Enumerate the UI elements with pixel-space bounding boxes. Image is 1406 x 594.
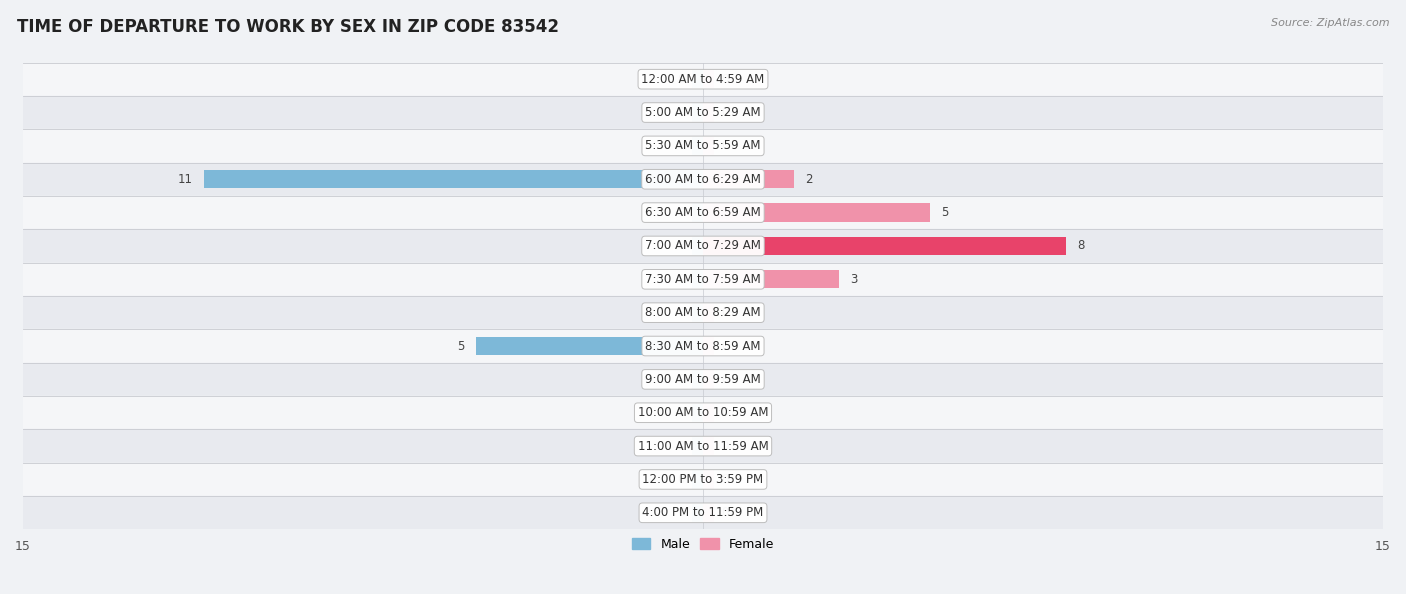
Text: 0: 0 [678, 440, 685, 453]
Bar [692, 304, 703, 322]
Text: 0: 0 [721, 506, 728, 519]
Text: 5: 5 [457, 340, 465, 352]
Text: 0: 0 [678, 140, 685, 153]
Text: 4:00 PM to 11:59 PM: 4:00 PM to 11:59 PM [643, 506, 763, 519]
Bar [692, 237, 703, 255]
Text: 0: 0 [678, 306, 685, 319]
Bar [22, 96, 1384, 129]
Bar [692, 270, 703, 289]
Text: 0: 0 [678, 206, 685, 219]
Bar [204, 170, 703, 188]
Text: 5:00 AM to 5:29 AM: 5:00 AM to 5:29 AM [645, 106, 761, 119]
Text: 5:30 AM to 5:59 AM: 5:30 AM to 5:59 AM [645, 140, 761, 153]
Bar [692, 203, 703, 222]
Text: 12:00 AM to 4:59 AM: 12:00 AM to 4:59 AM [641, 72, 765, 86]
Bar [22, 129, 1384, 163]
Bar [22, 496, 1384, 529]
Text: 8:00 AM to 8:29 AM: 8:00 AM to 8:29 AM [645, 306, 761, 319]
Legend: Male, Female: Male, Female [627, 533, 779, 556]
Text: 6:00 AM to 6:29 AM: 6:00 AM to 6:29 AM [645, 173, 761, 186]
Bar [703, 70, 714, 89]
Bar [703, 137, 714, 155]
Bar [703, 170, 793, 188]
Text: 0: 0 [678, 106, 685, 119]
Text: 7:30 AM to 7:59 AM: 7:30 AM to 7:59 AM [645, 273, 761, 286]
Text: 5: 5 [941, 206, 949, 219]
Text: Source: ZipAtlas.com: Source: ZipAtlas.com [1271, 18, 1389, 28]
Bar [703, 504, 714, 522]
Text: 0: 0 [721, 72, 728, 86]
Bar [22, 62, 1384, 96]
Bar [703, 304, 714, 322]
Text: 3: 3 [851, 273, 858, 286]
Bar [22, 296, 1384, 329]
Text: 0: 0 [678, 72, 685, 86]
Bar [692, 437, 703, 455]
Bar [22, 229, 1384, 263]
Text: 0: 0 [721, 373, 728, 386]
Bar [22, 363, 1384, 396]
Bar [22, 463, 1384, 496]
Text: 11:00 AM to 11:59 AM: 11:00 AM to 11:59 AM [638, 440, 768, 453]
Text: 8:30 AM to 8:59 AM: 8:30 AM to 8:59 AM [645, 340, 761, 352]
Bar [22, 263, 1384, 296]
Bar [22, 163, 1384, 196]
Bar [703, 437, 714, 455]
Text: 0: 0 [678, 406, 685, 419]
Bar [692, 70, 703, 89]
Bar [692, 370, 703, 388]
Bar [692, 504, 703, 522]
Bar [703, 203, 929, 222]
Text: 2: 2 [806, 173, 813, 186]
Bar [692, 403, 703, 422]
Text: 0: 0 [678, 506, 685, 519]
Bar [692, 470, 703, 489]
Text: 0: 0 [721, 140, 728, 153]
Text: 9:00 AM to 9:59 AM: 9:00 AM to 9:59 AM [645, 373, 761, 386]
Text: 0: 0 [721, 406, 728, 419]
Text: 0: 0 [678, 239, 685, 252]
Bar [703, 403, 714, 422]
Text: 11: 11 [179, 173, 193, 186]
Text: 0: 0 [721, 440, 728, 453]
Bar [703, 270, 839, 289]
Text: 0: 0 [721, 473, 728, 486]
Bar [692, 137, 703, 155]
Text: 7:00 AM to 7:29 AM: 7:00 AM to 7:29 AM [645, 239, 761, 252]
Text: 0: 0 [721, 306, 728, 319]
Text: TIME OF DEPARTURE TO WORK BY SEX IN ZIP CODE 83542: TIME OF DEPARTURE TO WORK BY SEX IN ZIP … [17, 18, 558, 36]
Bar [22, 396, 1384, 429]
Bar [703, 103, 714, 122]
Bar [692, 103, 703, 122]
Text: 12:00 PM to 3:59 PM: 12:00 PM to 3:59 PM [643, 473, 763, 486]
Text: 0: 0 [678, 473, 685, 486]
Text: 0: 0 [678, 373, 685, 386]
Bar [477, 337, 703, 355]
Bar [703, 237, 1066, 255]
Text: 6:30 AM to 6:59 AM: 6:30 AM to 6:59 AM [645, 206, 761, 219]
Text: 8: 8 [1077, 239, 1084, 252]
Text: 0: 0 [721, 340, 728, 352]
Bar [22, 429, 1384, 463]
Bar [703, 337, 714, 355]
Text: 10:00 AM to 10:59 AM: 10:00 AM to 10:59 AM [638, 406, 768, 419]
Bar [703, 470, 714, 489]
Text: 0: 0 [721, 106, 728, 119]
Text: 0: 0 [678, 273, 685, 286]
Bar [22, 196, 1384, 229]
Bar [22, 329, 1384, 363]
Bar [703, 370, 714, 388]
